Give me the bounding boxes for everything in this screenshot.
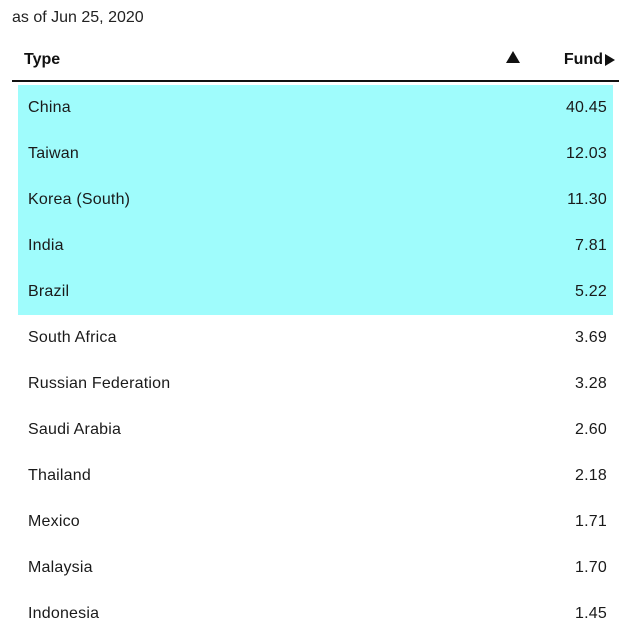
as-of-date: as of Jun 25, 2020	[12, 9, 144, 26]
table-row: Thailand 2.18	[18, 453, 613, 499]
fund-weight: 3.28	[575, 375, 607, 392]
country-name: Taiwan	[28, 145, 80, 162]
fund-weight: 3.69	[575, 329, 607, 346]
table-row: China 40.45	[18, 85, 613, 131]
country-name: India	[28, 237, 64, 254]
country-name: Korea (South)	[28, 191, 131, 208]
fund-weight: 40.45	[565, 99, 607, 116]
country-name: Brazil	[28, 283, 70, 300]
table-row: Taiwan 12.03	[18, 131, 613, 177]
country-name: Russian Federation	[28, 375, 171, 392]
play-right-icon	[605, 54, 615, 66]
column-header-fund-label: Fund	[563, 51, 603, 68]
column-header-fund[interactable]: Fund	[564, 50, 615, 70]
table-body: China 40.45 Taiwan 12.03 Korea (South) 1…	[18, 85, 613, 637]
table-row: Indonesia 1.45	[18, 591, 613, 637]
country-name: Mexico	[28, 513, 80, 530]
column-header-type[interactable]: Type	[24, 51, 61, 68]
fund-weight: 12.03	[565, 145, 607, 162]
fund-weight: 11.30	[567, 191, 607, 208]
fund-weight: 1.45	[575, 605, 607, 622]
country-name: China	[28, 99, 71, 116]
fund-weight: 2.18	[575, 467, 607, 484]
table-row: Saudi Arabia 2.60	[18, 407, 613, 453]
country-name: South Africa	[28, 329, 117, 346]
country-name: Malaysia	[28, 559, 93, 576]
table-row: South Africa 3.69	[18, 315, 613, 361]
table-row: Korea (South) 11.30	[18, 177, 613, 223]
table-row: India 7.81	[18, 223, 613, 269]
table-row: Brazil 5.22	[18, 269, 613, 315]
fund-weight: 1.70	[575, 559, 607, 576]
country-name: Indonesia	[28, 605, 100, 622]
fund-weight: 7.81	[575, 237, 607, 254]
table-header: Type Fund	[12, 42, 619, 82]
fund-weight: 2.60	[575, 421, 607, 438]
fund-weight: 1.71	[575, 513, 607, 530]
country-name: Thailand	[28, 467, 91, 484]
table-row: Mexico 1.71	[18, 499, 613, 545]
sort-ascending-icon[interactable]	[506, 51, 520, 63]
table-row: Russian Federation 3.28	[18, 361, 613, 407]
fund-weight: 5.22	[575, 283, 607, 300]
country-name: Saudi Arabia	[28, 421, 122, 438]
table-row: Malaysia 1.70	[18, 545, 613, 591]
